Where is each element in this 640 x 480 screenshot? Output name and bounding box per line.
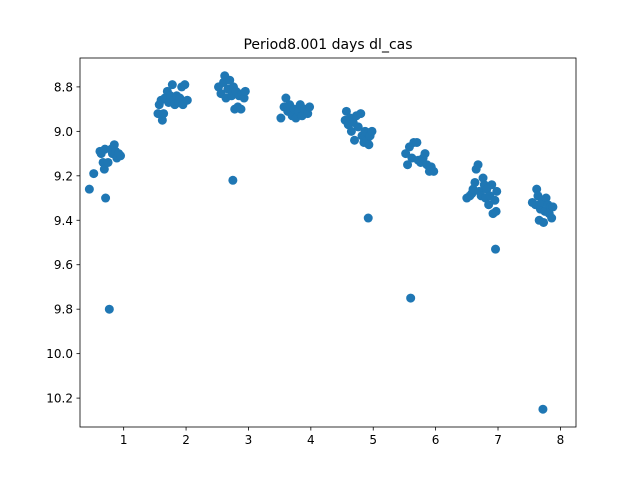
- data-point-77: [356, 109, 366, 119]
- data-point-119: [491, 206, 501, 216]
- data-point-135: [547, 213, 557, 223]
- data-point-16: [104, 304, 114, 314]
- data-point-52: [240, 86, 250, 96]
- data-point-85: [363, 213, 373, 223]
- y-tick-label: 9.8: [54, 303, 73, 317]
- data-point-91: [412, 137, 422, 147]
- data-point-100: [406, 293, 416, 303]
- x-tick-label: 5: [369, 433, 377, 447]
- data-point-121: [491, 244, 501, 254]
- data-point-1: [89, 169, 99, 179]
- data-point-76: [353, 122, 363, 132]
- data-point-42: [225, 75, 235, 85]
- data-point-56: [281, 93, 291, 103]
- data-point-35: [182, 95, 192, 105]
- data-point-107: [473, 160, 483, 170]
- y-tick-label: 9.2: [54, 169, 73, 183]
- data-point-49: [236, 104, 246, 114]
- y-tick-label: 10.2: [46, 392, 73, 406]
- data-point-11: [109, 140, 119, 150]
- data-point-110: [478, 173, 488, 183]
- data-point-95: [420, 149, 430, 159]
- x-tick-label: 3: [245, 433, 253, 447]
- data-point-7: [101, 193, 111, 203]
- data-point-120: [492, 186, 502, 196]
- data-point-114: [484, 200, 494, 210]
- data-point-0: [84, 184, 94, 194]
- data-point-67: [305, 102, 315, 112]
- data-point-99: [429, 166, 439, 176]
- data-point-21: [159, 109, 169, 119]
- data-point-8: [103, 157, 113, 167]
- data-point-74: [350, 135, 360, 145]
- x-axis: 1 2 3 4 5 6 7 8: [120, 427, 564, 447]
- data-point-53: [228, 175, 238, 185]
- data-point-86: [401, 149, 411, 159]
- data-point-6: [100, 144, 110, 154]
- x-tick-label: 1: [120, 433, 128, 447]
- data-point-54: [276, 113, 286, 123]
- chart-title: Period8.001 days dl_cas: [243, 37, 412, 53]
- data-point-51: [239, 93, 249, 103]
- y-tick-label: 9.0: [54, 125, 73, 139]
- x-tick-label: 6: [432, 433, 440, 447]
- data-point-84: [367, 126, 377, 136]
- data-point-5: [99, 164, 109, 174]
- x-tick-label: 4: [307, 433, 315, 447]
- data-point-87: [403, 160, 413, 170]
- y-tick-label: 10.0: [46, 347, 73, 361]
- data-point-116: [487, 180, 497, 190]
- data-point-34: [180, 80, 190, 90]
- data-point-26: [167, 80, 177, 90]
- data-point-31: [175, 93, 185, 103]
- data-point-82: [364, 140, 374, 150]
- data-point-20: [157, 115, 167, 125]
- y-tick-label: 8.8: [54, 80, 73, 94]
- y-tick-label: 9.4: [54, 214, 73, 228]
- plot-frame: [79, 57, 577, 428]
- y-axis: 8.8 9.0 9.2 9.4 9.6 9.8 10.0 10.2: [46, 80, 80, 406]
- data-point-118: [490, 195, 500, 205]
- data-point-72: [346, 126, 356, 136]
- data-points: [84, 71, 558, 414]
- data-point-15: [116, 151, 126, 161]
- data-point-69: [341, 106, 351, 116]
- data-point-129: [539, 217, 549, 227]
- data-point-124: [532, 184, 542, 194]
- data-point-137: [538, 404, 548, 414]
- x-tick-label: 8: [557, 433, 565, 447]
- x-tick-label: 7: [494, 433, 502, 447]
- y-tick-label: 9.6: [54, 258, 73, 272]
- data-point-105: [470, 177, 480, 187]
- data-point-125: [533, 191, 543, 201]
- data-point-136: [548, 202, 558, 212]
- x-tick-label: 2: [182, 433, 190, 447]
